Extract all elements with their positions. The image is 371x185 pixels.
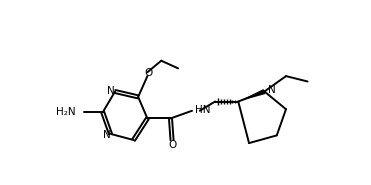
Text: HN: HN [195,105,211,115]
Text: O: O [145,68,153,78]
Text: N: N [268,85,276,95]
Text: O: O [168,140,176,150]
Text: N: N [103,130,111,140]
Text: H₂N: H₂N [56,107,76,117]
Polygon shape [238,89,265,102]
Text: N: N [107,86,115,96]
